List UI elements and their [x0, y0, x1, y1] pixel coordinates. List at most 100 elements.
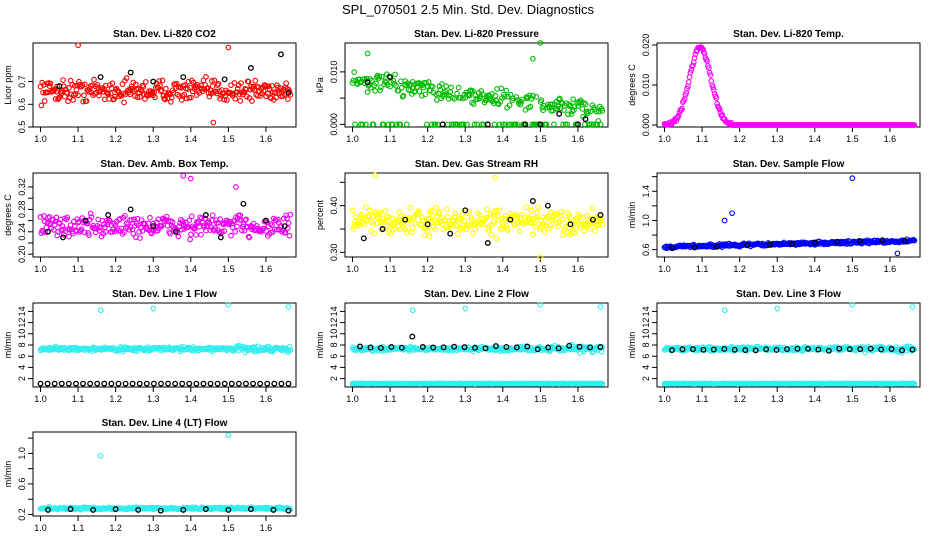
x-tick-label: 1.2	[733, 394, 746, 404]
data-point-black	[766, 241, 773, 248]
data-point	[390, 78, 397, 84]
data-point	[498, 215, 505, 222]
data-point	[398, 213, 404, 220]
data-point	[454, 90, 460, 97]
data-point	[467, 87, 474, 94]
data-point-black	[172, 228, 179, 235]
data-point	[434, 213, 440, 220]
data-point	[231, 80, 238, 86]
panel-9: Stan. Dev. Line 3 Flow 1.0 1.1 1.2 1.3 1.4 1.5…	[627, 289, 921, 404]
x-tick-label: 1.4	[497, 134, 510, 144]
data-point	[246, 234, 253, 241]
data-point	[412, 220, 419, 227]
data-point	[167, 230, 173, 237]
data-point-black	[402, 216, 409, 223]
data-point	[383, 213, 390, 220]
data-point	[585, 108, 592, 115]
data-point	[264, 90, 271, 97]
data-point	[252, 77, 259, 84]
data-point	[109, 229, 116, 235]
data-point	[395, 87, 402, 94]
data-point	[210, 119, 217, 126]
panel-10: Stan. Dev. Line 4 (LT) Flow 1.0 1.1 1.2 1.3 1…	[3, 418, 297, 533]
data-point	[117, 228, 124, 235]
data-point	[71, 223, 78, 230]
panel-4: Stan. Dev. Amb. Box Temp. 1.0 1.1 1.2 1.3 1.4…	[3, 159, 297, 274]
data-point	[442, 217, 449, 224]
data-point	[239, 227, 245, 234]
data-point	[91, 76, 97, 83]
x-tick-label: 1.4	[185, 394, 198, 404]
data-point	[729, 210, 735, 217]
x-tick-label: 1.0	[34, 523, 47, 533]
y-tick-label: 0.28	[17, 201, 27, 219]
data-point	[60, 77, 66, 83]
data-point	[496, 121, 503, 128]
data-point	[687, 69, 694, 76]
y-tick-label: 4	[329, 365, 339, 370]
x-tick-label: 1.3	[459, 264, 472, 274]
x-tick-label: 1.2	[109, 264, 122, 274]
data-point	[274, 216, 281, 223]
data-point	[76, 78, 82, 85]
data-point	[707, 72, 714, 78]
data-point-black	[710, 346, 717, 353]
x-tick-label: 1.4	[497, 264, 510, 274]
data-point	[675, 112, 682, 119]
data-point	[364, 89, 371, 95]
panel-8: Stan. Dev. Line 2 Flow 1.0 1.1 1.2 1.3 1.4 1.5…	[315, 289, 609, 404]
data-point	[492, 174, 499, 181]
data-point	[554, 211, 561, 218]
y-tick-label: 10	[641, 329, 651, 339]
y-axis-label: ml/min	[627, 202, 637, 229]
data-point	[443, 83, 449, 89]
data-point-black	[909, 346, 916, 353]
data-point	[132, 81, 139, 88]
data-point	[188, 213, 195, 220]
data-point	[708, 78, 715, 84]
data-point	[377, 87, 383, 94]
data-point-black	[221, 380, 228, 387]
data-point	[494, 207, 500, 214]
data-point	[116, 216, 122, 223]
x-tick-label: 1.2	[109, 523, 122, 533]
data-point	[75, 42, 81, 49]
data-point-black	[45, 228, 51, 235]
data-point-black	[271, 380, 278, 387]
data-point	[911, 380, 918, 387]
data-point	[81, 229, 88, 236]
data-point-black	[285, 380, 292, 387]
data-point	[547, 222, 554, 229]
data-point	[75, 92, 81, 99]
data-point	[283, 80, 290, 87]
data-point	[128, 216, 135, 223]
data-point-black	[387, 74, 394, 81]
data-point	[66, 233, 72, 240]
data-point	[153, 219, 160, 226]
data-point-black	[534, 346, 541, 353]
data-point-black	[172, 380, 179, 387]
y-tick-label: 0.2	[17, 508, 27, 521]
x-tick-label: 1.4	[185, 134, 198, 144]
y-tick-label: 2	[641, 376, 651, 381]
data-point	[217, 216, 224, 222]
y-tick-label: 0.24	[17, 223, 27, 241]
data-point	[489, 221, 495, 228]
data-point-black	[101, 380, 108, 387]
data-point	[286, 232, 293, 239]
x-tick-label: 1.2	[109, 134, 122, 144]
data-point-black	[789, 240, 796, 247]
data-point	[528, 207, 535, 214]
data-point	[570, 96, 576, 103]
data-point-black	[278, 380, 285, 387]
data-point	[238, 80, 244, 86]
y-tick-label: 0.010	[641, 74, 651, 97]
data-point-black	[462, 207, 469, 214]
data-point	[686, 74, 693, 80]
data-point-black	[419, 343, 426, 350]
x-tick-label: 1.0	[658, 264, 671, 274]
data-point	[721, 217, 728, 224]
data-point-black	[513, 344, 520, 351]
data-point	[910, 236, 917, 243]
data-point	[476, 211, 483, 218]
